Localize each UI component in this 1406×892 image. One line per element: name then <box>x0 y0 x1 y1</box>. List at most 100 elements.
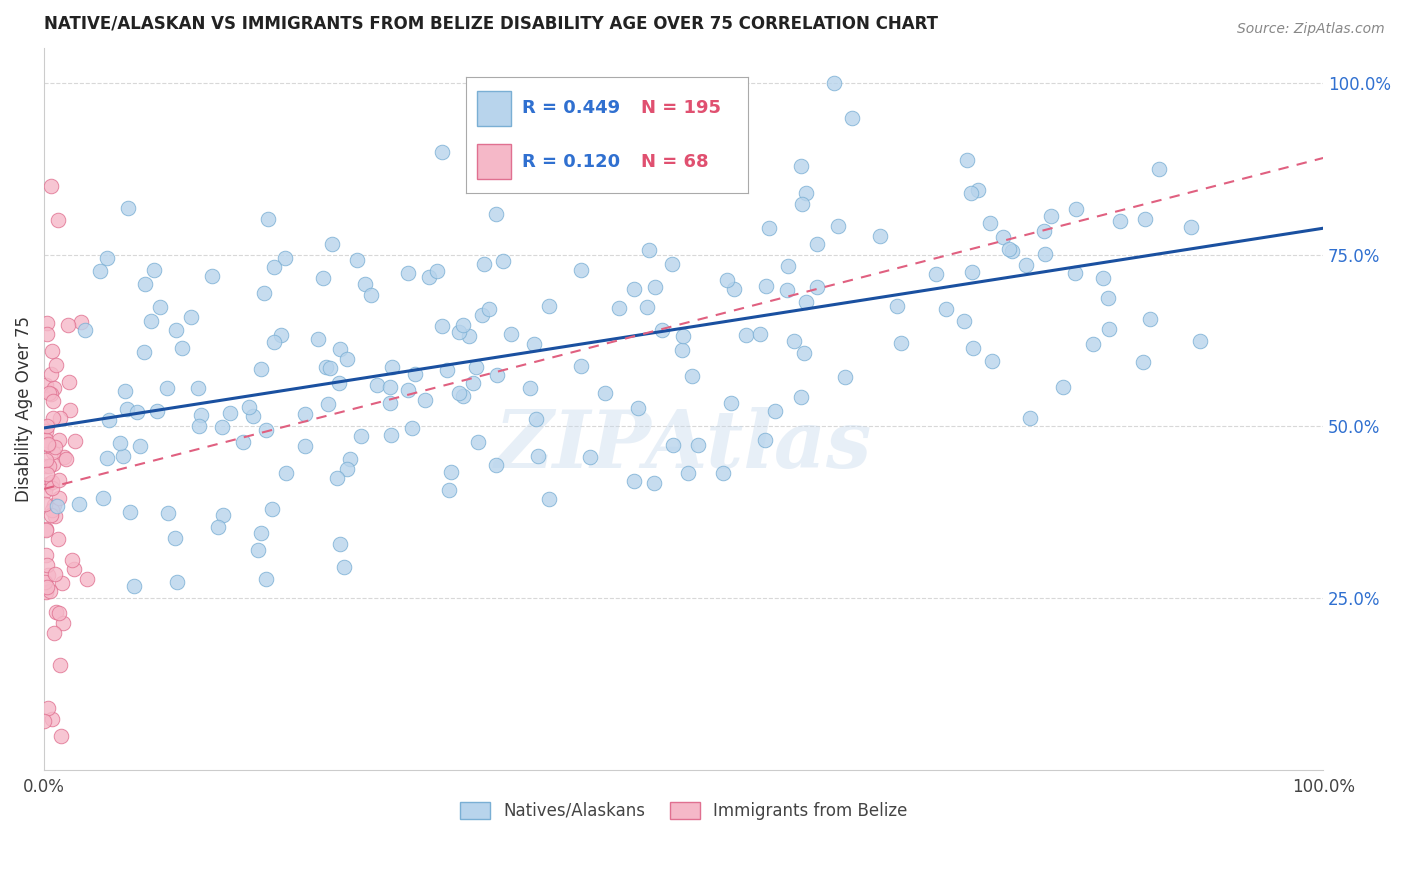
Point <box>806 280 828 294</box>
Point <box>527 449 550 463</box>
Point <box>165 531 187 545</box>
Point <box>48 606 70 620</box>
Point <box>636 301 658 315</box>
Point <box>149 300 172 314</box>
Point <box>735 328 758 343</box>
Point <box>294 407 316 421</box>
Point <box>37 437 59 451</box>
Point <box>34 498 56 512</box>
Point <box>524 412 547 426</box>
Point <box>38 386 60 401</box>
Point <box>35 548 58 562</box>
Point <box>339 452 361 467</box>
Point <box>44 625 66 640</box>
Point <box>37 438 59 452</box>
Point <box>46 213 69 227</box>
Point <box>187 381 209 395</box>
Point <box>401 421 423 435</box>
Point <box>96 251 118 265</box>
Point <box>662 438 685 452</box>
Point <box>953 314 976 328</box>
Point <box>436 363 458 377</box>
Point <box>41 475 63 489</box>
Point <box>274 466 297 480</box>
Point <box>471 308 494 322</box>
Point <box>437 483 460 497</box>
Point <box>463 376 485 390</box>
Point <box>1098 321 1121 335</box>
Point <box>993 230 1015 244</box>
Point <box>37 701 59 715</box>
Point <box>485 458 508 472</box>
Point <box>165 323 187 337</box>
Point <box>34 714 56 729</box>
Point <box>346 253 368 268</box>
Point <box>232 434 254 449</box>
Point <box>763 403 786 417</box>
Point <box>247 542 270 557</box>
Point <box>127 405 149 419</box>
Point <box>37 476 59 491</box>
Point <box>41 343 63 358</box>
Point <box>35 524 58 538</box>
Point <box>1180 219 1202 234</box>
Point <box>46 499 69 513</box>
Point <box>38 458 60 473</box>
Point <box>627 401 650 415</box>
Point <box>1033 247 1056 261</box>
Point <box>41 712 63 726</box>
Point <box>841 112 863 126</box>
Point <box>1132 355 1154 369</box>
Point <box>212 508 235 522</box>
Point <box>180 310 202 324</box>
Point <box>170 342 193 356</box>
Point <box>274 251 297 265</box>
Point <box>329 536 352 550</box>
Point <box>935 302 957 317</box>
Point <box>716 273 738 287</box>
Point <box>307 332 329 346</box>
Point <box>35 452 58 467</box>
Y-axis label: Disability Age Over 75: Disability Age Over 75 <box>15 317 32 502</box>
Point <box>141 314 163 328</box>
Point <box>49 658 72 673</box>
Point <box>623 474 645 488</box>
Point <box>48 434 70 448</box>
Point <box>869 229 891 244</box>
Point <box>651 323 673 337</box>
Point <box>42 381 65 395</box>
Point <box>579 450 602 465</box>
Point <box>114 384 136 398</box>
Point <box>42 410 65 425</box>
Point <box>45 358 67 372</box>
Point <box>979 216 1001 230</box>
Point <box>890 336 912 351</box>
Point <box>262 501 284 516</box>
Point <box>257 212 280 227</box>
Point <box>42 393 65 408</box>
Point <box>37 327 59 342</box>
Point <box>681 368 703 383</box>
Point <box>1092 270 1115 285</box>
Point <box>711 466 734 480</box>
Point <box>378 380 401 394</box>
Point <box>253 285 276 300</box>
Point <box>354 277 377 291</box>
Point <box>96 451 118 466</box>
Point <box>418 270 440 285</box>
Point <box>754 433 776 447</box>
Point <box>35 316 58 330</box>
Point <box>250 362 273 376</box>
Point <box>485 368 508 382</box>
Point <box>37 467 59 481</box>
Point <box>42 445 65 459</box>
Point <box>886 299 908 313</box>
Point <box>672 329 695 343</box>
Point <box>661 257 683 271</box>
Point <box>201 268 224 283</box>
Point <box>426 264 449 278</box>
Point <box>122 579 145 593</box>
Point <box>467 435 489 450</box>
Point <box>328 376 350 391</box>
Point <box>117 201 139 215</box>
